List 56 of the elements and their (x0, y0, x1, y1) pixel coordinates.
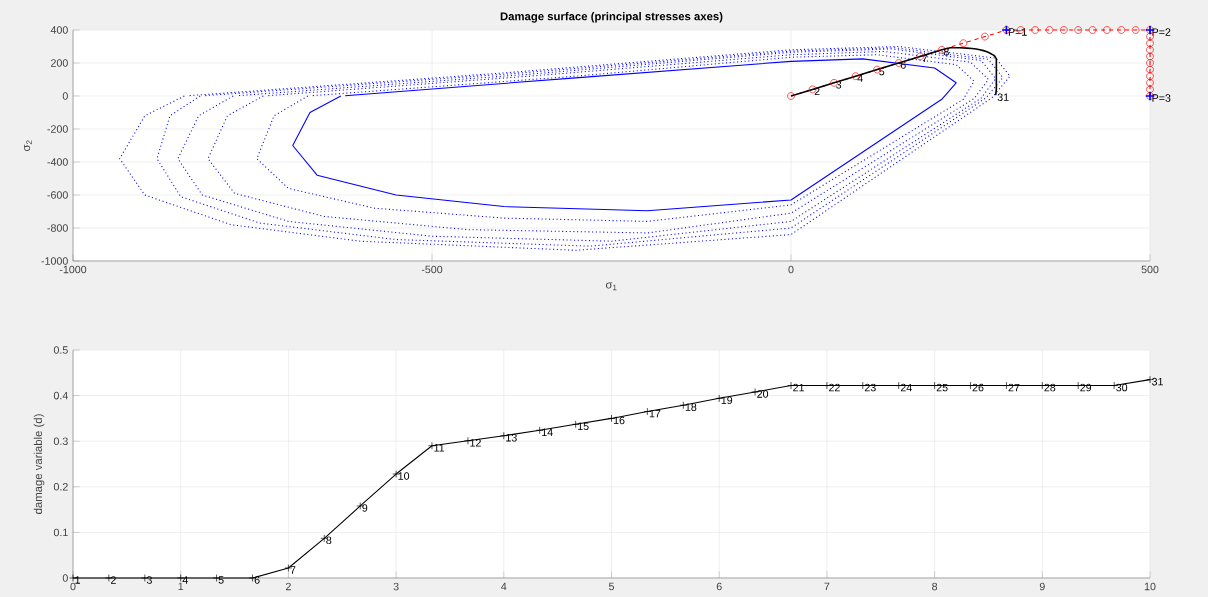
y-tick-label: -1000 (41, 257, 68, 265)
annotation: 8 (326, 536, 332, 545)
x-tick-label: 10 (1144, 582, 1156, 591)
y-tick-label: 0 (62, 92, 68, 100)
annotation: 17 (649, 409, 661, 418)
x-tick-label: 500 (1141, 265, 1159, 274)
y-tick-label: 0.2 (53, 483, 68, 491)
annotation: 3 (146, 576, 152, 584)
annotation: 13 (506, 433, 517, 442)
y-tick-label: 200 (51, 59, 68, 67)
x-tick-label: 6 (716, 582, 722, 591)
annotation: 9 (362, 504, 368, 512)
y-axis-title: σ$_{2}$ (24, 140, 32, 152)
y-tick-label: 0.3 (53, 437, 68, 445)
x-tick-label: 0 (70, 582, 76, 591)
annotation: 11 (434, 444, 445, 452)
annotation: 18 (685, 403, 697, 411)
x-tick-label: 9 (1039, 582, 1045, 591)
x-axis-title: σ$_{1}$ (605, 282, 617, 291)
annotation: P=2 (1152, 28, 1171, 36)
x-tick-label: 5 (608, 582, 615, 591)
chart-title: Damage surface (principal stresses axes) (500, 12, 723, 23)
annotation: 2 (111, 576, 116, 584)
annotation: 14 (542, 428, 553, 436)
x-tick-label: 1 (178, 582, 184, 591)
annotation: 31 (997, 93, 1009, 101)
annotation: 31 (1152, 377, 1163, 386)
annotation: P=3 (1152, 94, 1171, 102)
y-tick-label: 0.5 (53, 346, 68, 354)
y-axis-title: damage variable (d) (33, 414, 45, 514)
y-tick-label: 0 (62, 574, 68, 582)
y-tick-label: 400 (50, 26, 68, 34)
annotation: 10 (398, 472, 410, 480)
annotation: 19 (721, 396, 733, 405)
annotation: P=1 (1008, 28, 1027, 36)
x-tick-label: 2 (285, 582, 291, 591)
annotation: 6 (254, 576, 260, 584)
x-tick-label: 8 (932, 582, 938, 591)
annotation: 7 (290, 566, 296, 574)
annotation: 4 (857, 74, 863, 82)
x-tick-label: 0 (788, 265, 794, 274)
y-tick-label: 0.4 (53, 391, 68, 400)
y-tick-label: -800 (47, 224, 68, 232)
x-tick-label: 7 (824, 582, 830, 591)
y-tick-label: 0.1 (53, 528, 68, 537)
annotation: 12 (470, 439, 481, 447)
y-tick-label: -400 (47, 158, 68, 166)
annotation: 30 (1116, 383, 1128, 392)
annotation: 20 (757, 390, 769, 398)
y-tick-label: -200 (47, 125, 68, 133)
annotation: 1 (75, 576, 81, 584)
x-tick-label: 3 (393, 582, 399, 591)
x-tick-label: 4 (501, 582, 507, 591)
y-tick-label: -600 (47, 191, 68, 199)
annotation: 16 (613, 416, 625, 425)
x-tick-label: -500 (421, 265, 443, 274)
